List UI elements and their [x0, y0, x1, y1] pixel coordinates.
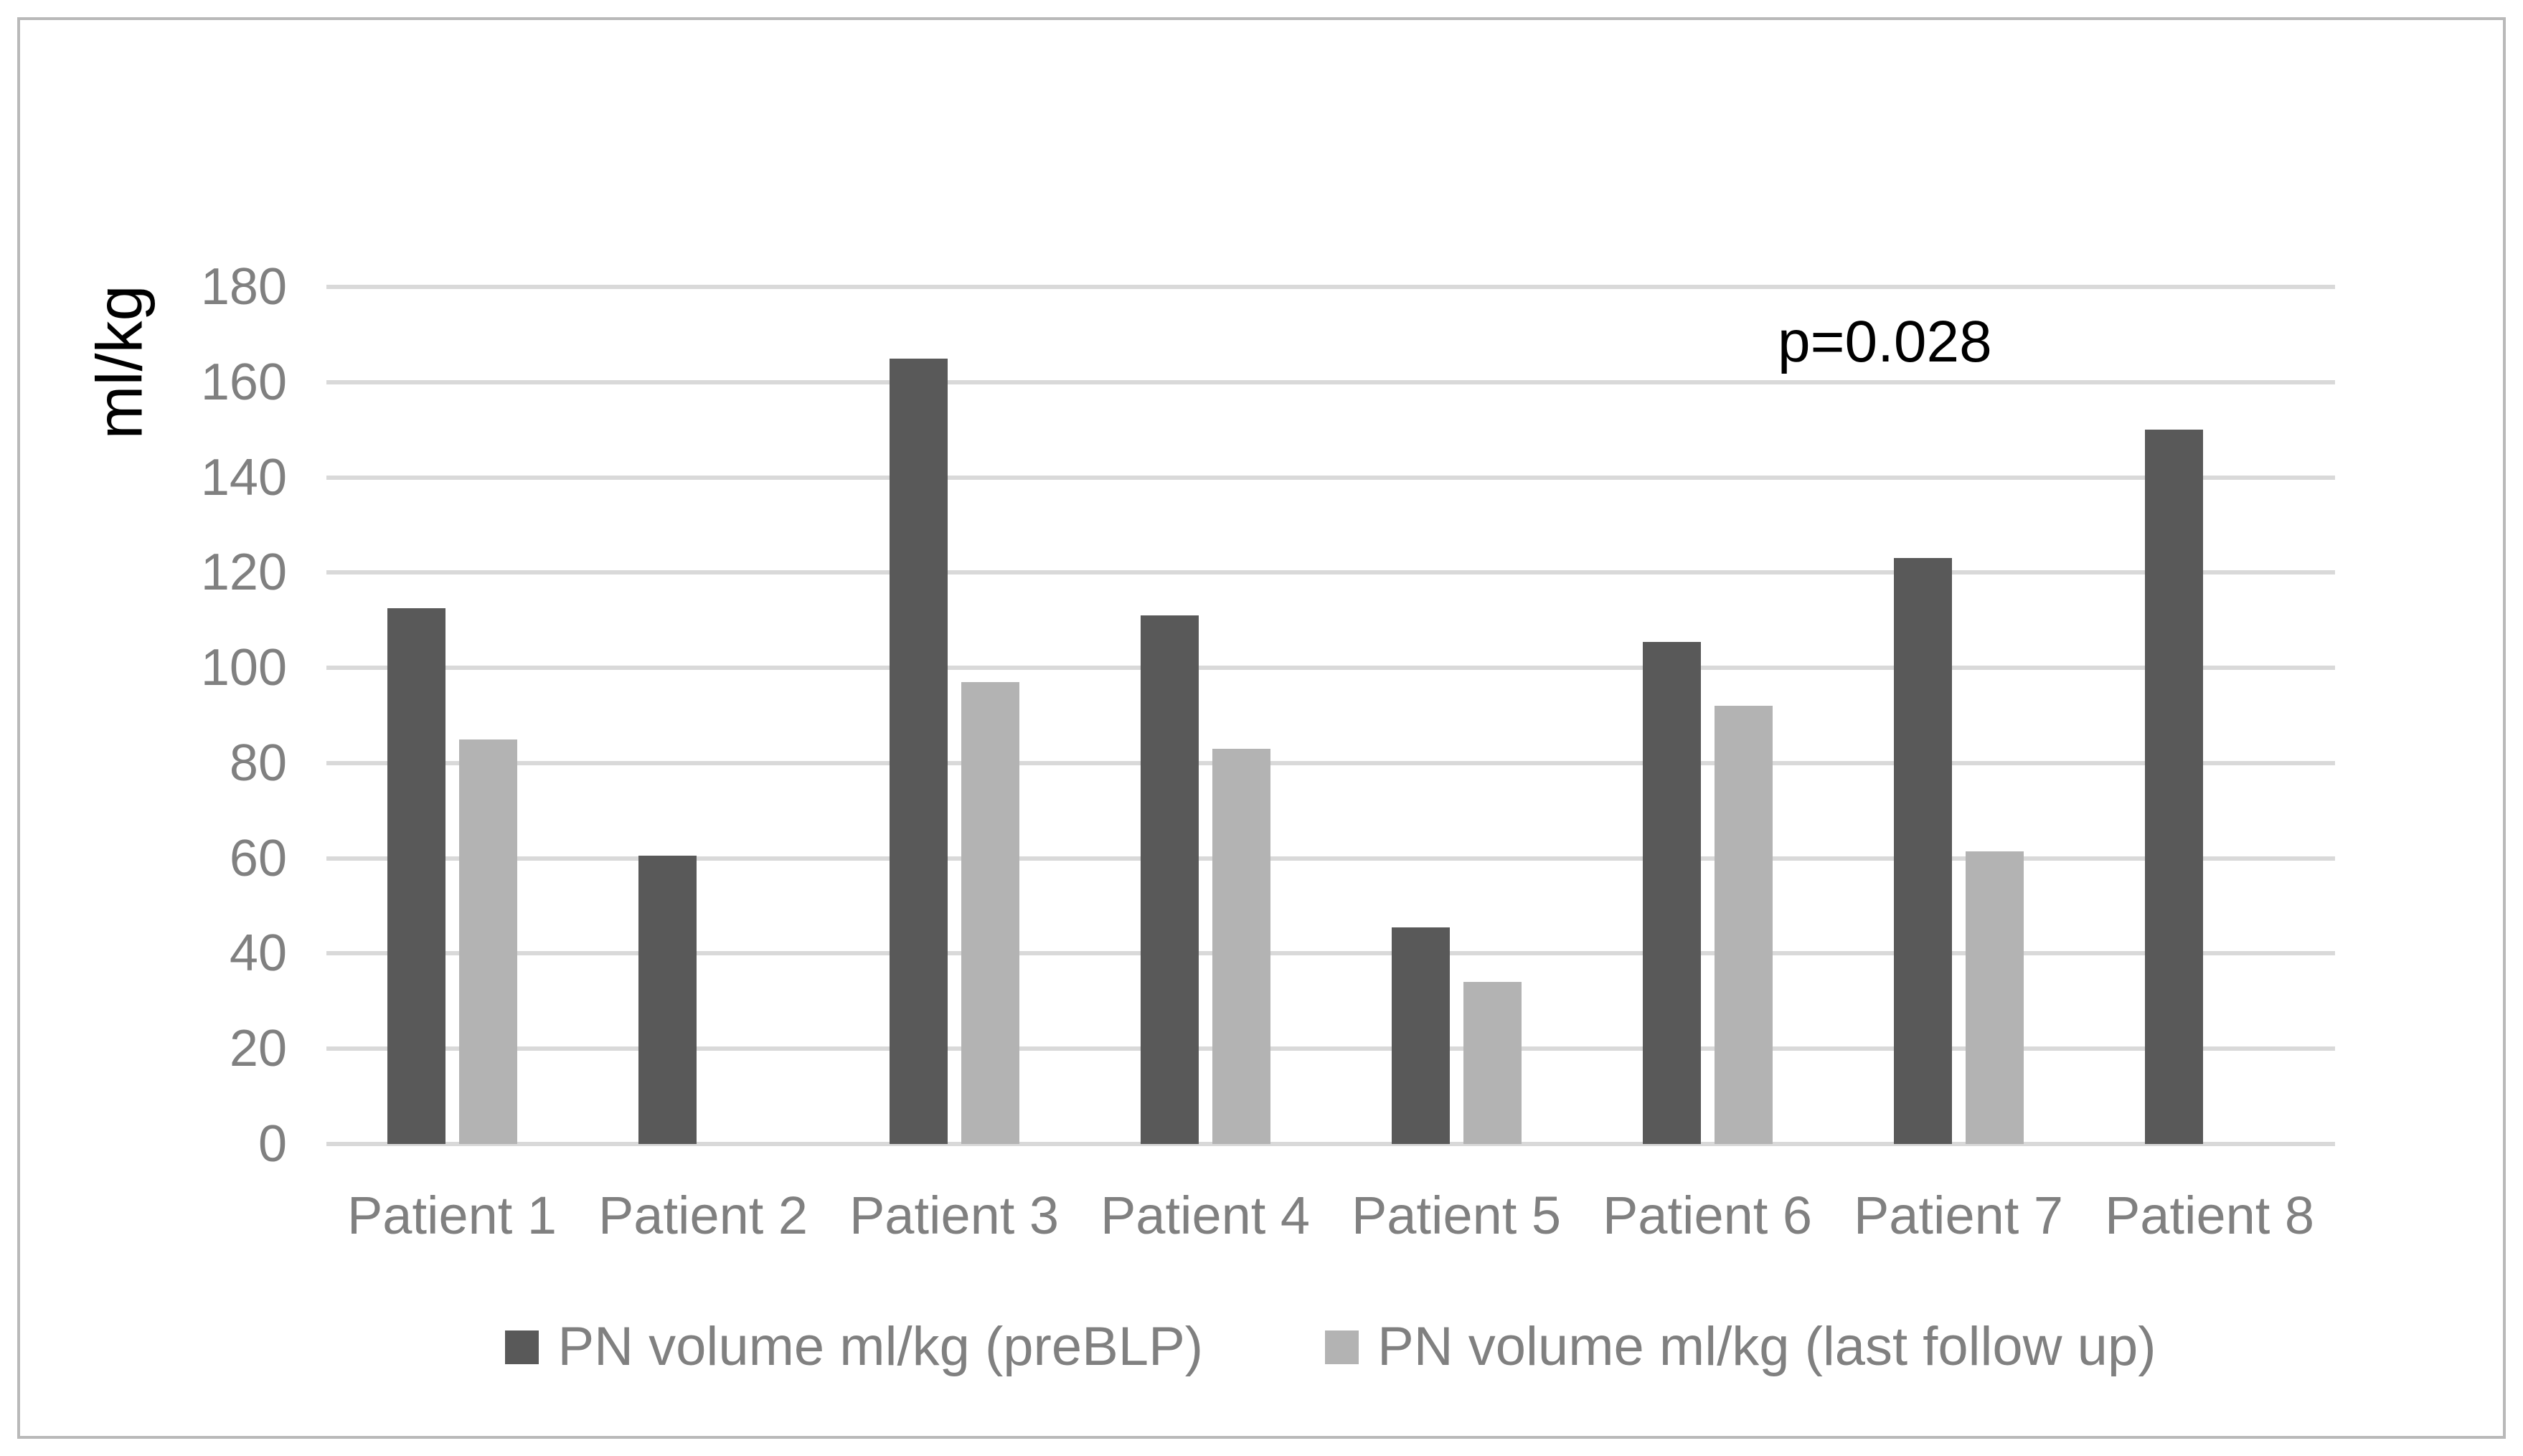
x-label-patient-6: Patient 6: [1602, 1186, 1813, 1245]
bar-group-patient-8: [2084, 287, 2335, 1144]
gridline-0: [326, 1142, 2335, 1146]
x-label-patient-7: Patient 7: [1853, 1186, 2064, 1245]
bar-group-patient-5: [1331, 287, 1582, 1144]
gridline-140: [326, 475, 2335, 480]
bar-group-patient-7: [1833, 287, 2084, 1144]
y-tick-label-40: 40: [229, 925, 287, 983]
bar-group-patient-2: [577, 287, 829, 1144]
bar-series1-patient-6: [1642, 641, 1701, 1144]
bar-series2-patient-3: [961, 682, 1019, 1144]
x-label-patient-1: Patient 1: [346, 1186, 557, 1245]
y-tick-label-100: 100: [200, 639, 287, 697]
y-tick-label-140: 140: [200, 448, 287, 506]
gridline-160: [326, 379, 2335, 384]
y-tick-label-120: 120: [200, 544, 287, 602]
x-axis-labels: Patient 1 Patient 2 Patient 3 Patient 4 Pati…: [326, 1155, 2335, 1242]
bar-group-patient-4: [1080, 287, 1331, 1144]
bar-group-patient-6: [1582, 287, 1833, 1144]
bar-series1-patient-1: [387, 608, 445, 1144]
bar-group-patient-1: [326, 287, 577, 1144]
legend-item-1: PN volume ml/kg (preBLP): [505, 1320, 1203, 1374]
legend-swatch-icon: [505, 1330, 539, 1364]
gridline-80: [326, 760, 2335, 765]
x-label-patient-8: Patient 8: [2104, 1186, 2315, 1245]
y-tick-label-0: 0: [258, 1115, 287, 1173]
x-label-patient-3: Patient 3: [849, 1186, 1060, 1245]
bar-series1-patient-7: [1893, 558, 1952, 1144]
gridline-40: [326, 951, 2335, 956]
y-tick-label-80: 80: [229, 734, 287, 792]
bar-series1-patient-5: [1391, 927, 1450, 1144]
bar-series1-patient-3: [889, 358, 948, 1144]
legend-swatch-icon: [1325, 1330, 1359, 1364]
y-axis-tick-labels: 0 20 40 60 80 100 120 140 160 180: [0, 261, 287, 1170]
legend-label-2: PN volume ml/kg (last follow up): [1377, 1316, 2156, 1377]
gridline-20: [326, 1046, 2335, 1051]
legend-label-1: PN volume ml/kg (preBLP): [557, 1316, 1204, 1377]
bar-series2-patient-4: [1212, 748, 1270, 1144]
bar-series2-patient-5: [1463, 982, 1522, 1144]
bar-groups: [326, 287, 2335, 1144]
p-value-annotation: p=0.028: [1778, 309, 1992, 374]
gridline-120: [326, 570, 2335, 575]
bar-series1-patient-4: [1140, 615, 1199, 1144]
bar-group-patient-3: [829, 287, 1080, 1144]
y-tick-label-60: 60: [229, 829, 287, 887]
bar-series2-patient-6: [1714, 706, 1773, 1144]
y-tick-label-20: 20: [229, 1020, 287, 1078]
gridline-60: [326, 856, 2335, 861]
x-label-patient-2: Patient 2: [598, 1186, 808, 1245]
legend-item-2: PN volume ml/kg (last follow up): [1325, 1320, 2156, 1374]
gridline-100: [326, 666, 2335, 671]
plot-area: [326, 285, 2335, 1146]
x-label-patient-4: Patient 4: [1100, 1186, 1311, 1245]
gridline-180: [326, 285, 2335, 289]
bar-series2-patient-1: [458, 739, 517, 1144]
bar-series1-patient-2: [638, 856, 697, 1144]
y-tick-label-180: 180: [200, 258, 287, 316]
x-label-patient-5: Patient 5: [1351, 1186, 1562, 1245]
y-tick-label-160: 160: [200, 353, 287, 411]
bar-series1-patient-8: [2144, 430, 2203, 1144]
legend: PN volume ml/kg (preBLP) PN volume ml/kg …: [326, 1320, 2335, 1374]
bar-series2-patient-7: [1965, 851, 2024, 1144]
